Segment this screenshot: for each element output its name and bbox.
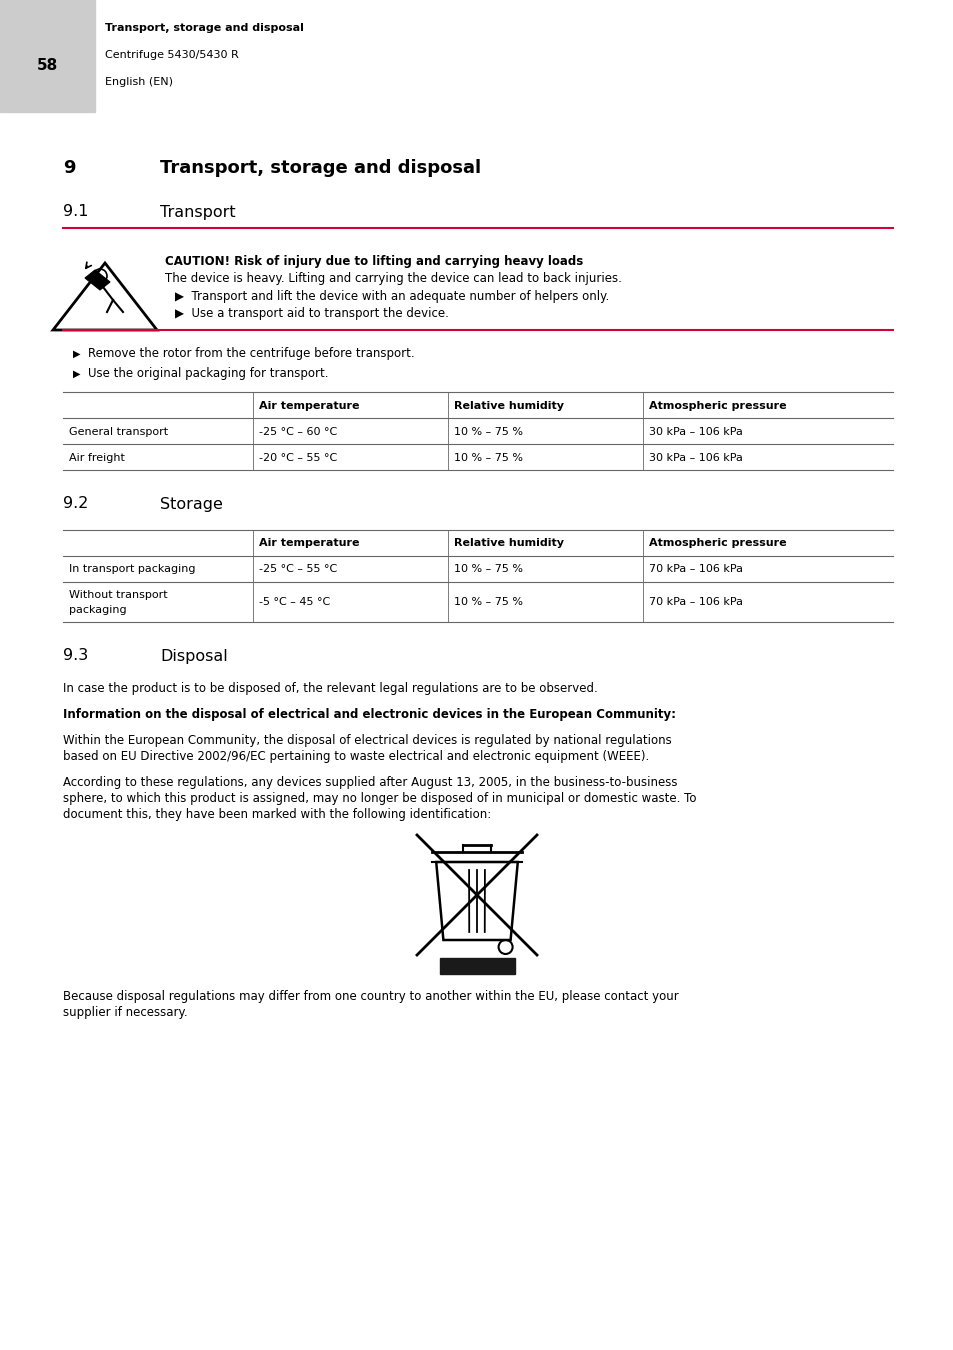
Text: 10 % – 75 %: 10 % – 75 % bbox=[454, 564, 522, 574]
Polygon shape bbox=[85, 270, 110, 290]
Text: ▶  Use a transport aid to transport the device.: ▶ Use a transport aid to transport the d… bbox=[174, 306, 449, 320]
Text: 10 % – 75 %: 10 % – 75 % bbox=[454, 427, 522, 436]
Text: 30 kPa – 106 kPa: 30 kPa – 106 kPa bbox=[648, 452, 742, 463]
Text: based on EU Directive 2002/96/EC pertaining to waste electrical and electronic e: based on EU Directive 2002/96/EC pertain… bbox=[63, 751, 649, 763]
Text: 30 kPa – 106 kPa: 30 kPa – 106 kPa bbox=[648, 427, 742, 436]
Text: Transport: Transport bbox=[160, 204, 235, 220]
Text: CAUTION! Risk of injury due to lifting and carrying heavy loads: CAUTION! Risk of injury due to lifting a… bbox=[165, 255, 582, 269]
Text: 10 % – 75 %: 10 % – 75 % bbox=[454, 597, 522, 608]
Bar bbox=[439, 958, 515, 973]
Text: 70 kPa – 106 kPa: 70 kPa – 106 kPa bbox=[648, 564, 742, 574]
Text: ▶  Transport and lift the device with an adequate number of helpers only.: ▶ Transport and lift the device with an … bbox=[174, 290, 609, 302]
Text: Because disposal regulations may differ from one country to another within the E: Because disposal regulations may differ … bbox=[63, 990, 678, 1003]
Text: 9: 9 bbox=[63, 159, 75, 177]
Text: Relative humidity: Relative humidity bbox=[454, 539, 563, 548]
Bar bbox=[0, 0, 95, 112]
Text: 9.1: 9.1 bbox=[63, 204, 89, 220]
Text: sphere, to which this product is assigned, may no longer be disposed of in munic: sphere, to which this product is assigne… bbox=[63, 792, 696, 805]
Text: -20 °C – 55 °C: -20 °C – 55 °C bbox=[258, 452, 337, 463]
Text: Centrifuge 5430/5430 R: Centrifuge 5430/5430 R bbox=[105, 50, 238, 59]
Text: In transport packaging: In transport packaging bbox=[69, 564, 195, 574]
Text: Transport, storage and disposal: Transport, storage and disposal bbox=[160, 159, 480, 177]
Text: -5 °C – 45 °C: -5 °C – 45 °C bbox=[258, 597, 330, 608]
Text: Atmospheric pressure: Atmospheric pressure bbox=[648, 539, 786, 548]
Text: According to these regulations, any devices supplied after August 13, 2005, in t: According to these regulations, any devi… bbox=[63, 776, 677, 788]
Text: The device is heavy. Lifting and carrying the device can lead to back injuries.: The device is heavy. Lifting and carryin… bbox=[165, 271, 621, 285]
Text: Transport, storage and disposal: Transport, storage and disposal bbox=[105, 23, 304, 32]
Text: ▶: ▶ bbox=[73, 350, 80, 359]
Text: Storage: Storage bbox=[160, 497, 223, 512]
Text: 9.3: 9.3 bbox=[63, 648, 89, 663]
Text: Within the European Community, the disposal of electrical devices is regulated b: Within the European Community, the dispo… bbox=[63, 734, 671, 747]
Text: Air temperature: Air temperature bbox=[258, 539, 359, 548]
Text: Use the original packaging for transport.: Use the original packaging for transport… bbox=[88, 367, 328, 381]
Text: English (EN): English (EN) bbox=[105, 77, 172, 86]
Text: packaging: packaging bbox=[69, 605, 127, 616]
Text: 10 % – 75 %: 10 % – 75 % bbox=[454, 452, 522, 463]
Text: General transport: General transport bbox=[69, 427, 168, 436]
Text: -25 °C – 55 °C: -25 °C – 55 °C bbox=[258, 564, 337, 574]
Text: Remove the rotor from the centrifuge before transport.: Remove the rotor from the centrifuge bef… bbox=[88, 347, 415, 360]
Text: Without transport: Without transport bbox=[69, 590, 168, 599]
Text: Air freight: Air freight bbox=[69, 452, 125, 463]
Text: document this, they have been marked with the following identification:: document this, they have been marked wit… bbox=[63, 809, 491, 821]
Text: 9.2: 9.2 bbox=[63, 497, 89, 512]
Text: In case the product is to be disposed of, the relevant legal regulations are to : In case the product is to be disposed of… bbox=[63, 682, 598, 695]
Text: Relative humidity: Relative humidity bbox=[454, 401, 563, 410]
Text: supplier if necessary.: supplier if necessary. bbox=[63, 1006, 188, 1019]
Text: -25 °C – 60 °C: -25 °C – 60 °C bbox=[258, 427, 337, 436]
Text: Information on the disposal of electrical and electronic devices in the European: Information on the disposal of electrica… bbox=[63, 707, 676, 721]
Text: ▶: ▶ bbox=[73, 369, 80, 379]
Text: 70 kPa – 106 kPa: 70 kPa – 106 kPa bbox=[648, 597, 742, 608]
Text: Air temperature: Air temperature bbox=[258, 401, 359, 410]
Text: Disposal: Disposal bbox=[160, 648, 228, 663]
Text: 58: 58 bbox=[36, 58, 57, 73]
Text: Atmospheric pressure: Atmospheric pressure bbox=[648, 401, 786, 410]
